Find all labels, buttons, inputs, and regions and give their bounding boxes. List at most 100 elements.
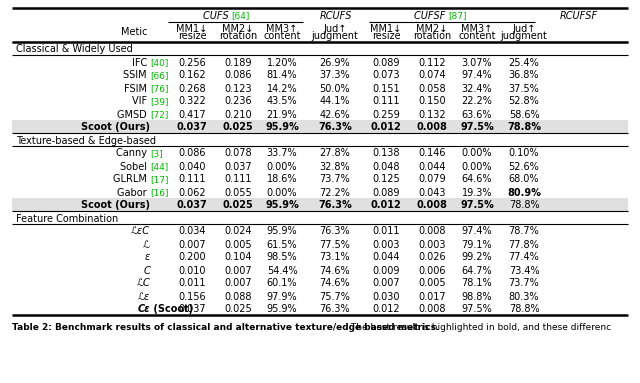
Text: ℒС: ℒС [136,278,150,288]
Text: 80.3%: 80.3% [509,291,540,301]
Text: 0.034: 0.034 [179,226,205,236]
Text: 0.008: 0.008 [419,226,445,236]
Text: 0.089: 0.089 [372,188,400,198]
Text: 75.7%: 75.7% [319,291,351,301]
Text: 26.9%: 26.9% [320,57,350,67]
Text: MM1↓: MM1↓ [177,24,207,34]
Text: 0.10%: 0.10% [509,149,540,159]
Text: 21.9%: 21.9% [267,110,298,119]
Text: 0.012: 0.012 [372,304,400,314]
Text: [76]: [76] [150,84,168,93]
Text: [66]: [66] [150,71,168,80]
Text: 0.043: 0.043 [419,188,445,198]
Text: GLRLM: GLRLM [113,175,150,185]
Text: [87]: [87] [448,11,467,21]
Text: 0.417: 0.417 [178,110,206,119]
Text: 0.200: 0.200 [178,252,206,262]
Text: 78.8%: 78.8% [509,304,540,314]
Text: 77.4%: 77.4% [509,252,540,262]
Text: 0.037: 0.037 [224,162,252,172]
Text: 76.3%: 76.3% [320,226,350,236]
Text: The best result is highlighted in bold, and these differenc: The best result is highlighted in bold, … [348,323,611,332]
Text: 0.008: 0.008 [419,304,445,314]
Text: MM1↓: MM1↓ [371,24,402,34]
Text: 73.1%: 73.1% [320,252,350,262]
Text: [40]: [40] [150,58,168,67]
Text: 0.189: 0.189 [224,57,252,67]
Text: 0.104: 0.104 [224,252,252,262]
Text: 43.5%: 43.5% [267,97,298,106]
Text: 0.006: 0.006 [419,265,445,275]
Text: 0.123: 0.123 [224,83,252,93]
Text: 97.5%: 97.5% [460,123,494,133]
Text: IFC: IFC [132,57,150,67]
Text: 78.1%: 78.1% [461,278,492,288]
Text: RCUFSF: RCUFSF [560,11,598,21]
Text: Scoot (Ours): Scoot (Ours) [81,123,150,133]
Text: SSIM: SSIM [124,70,150,80]
Text: 68.0%: 68.0% [509,175,540,185]
Text: Gabor: Gabor [117,188,150,198]
Text: 0.026: 0.026 [418,252,446,262]
Text: 0.008: 0.008 [417,123,447,133]
Text: 32.4%: 32.4% [461,83,492,93]
Text: 25.4%: 25.4% [509,57,540,67]
Text: MM2↓: MM2↓ [222,24,253,34]
Text: RCUFS: RCUFS [320,11,352,21]
Text: 0.111: 0.111 [224,175,252,185]
Text: 0.003: 0.003 [372,239,400,249]
Text: FSIM: FSIM [124,83,150,93]
Text: 73.7%: 73.7% [509,278,540,288]
Text: 0.011: 0.011 [372,226,400,236]
Text: [39]: [39] [150,97,168,106]
Text: GMSD: GMSD [117,110,150,119]
Text: 0.268: 0.268 [178,83,206,93]
Text: 97.4%: 97.4% [461,226,492,236]
Text: ε: ε [145,252,150,262]
Text: 0.086: 0.086 [179,149,205,159]
Text: 97.5%: 97.5% [461,304,492,314]
Text: 0.00%: 0.00% [461,162,492,172]
Text: 0.074: 0.074 [418,70,446,80]
Text: 74.6%: 74.6% [320,265,350,275]
Text: 0.055: 0.055 [224,188,252,198]
Text: 0.007: 0.007 [178,239,206,249]
Text: 0.044: 0.044 [419,162,445,172]
Text: 98.8%: 98.8% [461,291,492,301]
Text: 0.005: 0.005 [418,278,446,288]
Text: (Scoot): (Scoot) [150,304,193,314]
Text: 36.8%: 36.8% [509,70,540,80]
Text: 80.9%: 80.9% [507,188,541,198]
Text: MM2↓: MM2↓ [416,24,448,34]
Text: 0.00%: 0.00% [461,149,492,159]
Text: 0.025: 0.025 [223,123,253,133]
Text: 99.2%: 99.2% [461,252,492,262]
Text: 0.009: 0.009 [372,265,400,275]
Text: [3]: [3] [150,149,163,158]
Text: 0.058: 0.058 [418,83,446,93]
Text: 0.210: 0.210 [224,110,252,119]
Text: 0.322: 0.322 [178,97,206,106]
Text: 0.073: 0.073 [372,70,400,80]
Text: 0.037: 0.037 [177,123,207,133]
Text: 0.011: 0.011 [179,278,205,288]
Text: [72]: [72] [150,110,168,119]
Text: Texture-based & Edge-based: Texture-based & Edge-based [16,136,156,146]
Text: 0.111: 0.111 [372,97,400,106]
Text: 37.3%: 37.3% [320,70,350,80]
Text: 19.3%: 19.3% [461,188,492,198]
Text: 63.6%: 63.6% [461,110,492,119]
Text: 0.146: 0.146 [419,149,445,159]
Text: resize: resize [372,31,400,41]
Text: 0.025: 0.025 [224,304,252,314]
Text: 72.2%: 72.2% [319,188,351,198]
Text: Metic: Metic [121,27,147,37]
Text: 0.010: 0.010 [179,265,205,275]
Text: rotation: rotation [413,31,451,41]
Text: 97.5%: 97.5% [460,200,494,211]
Text: 73.4%: 73.4% [509,265,540,275]
Text: 60.1%: 60.1% [267,278,297,288]
Text: 0.008: 0.008 [417,200,447,211]
Text: 0.089: 0.089 [372,57,400,67]
Text: 58.6%: 58.6% [509,110,540,119]
